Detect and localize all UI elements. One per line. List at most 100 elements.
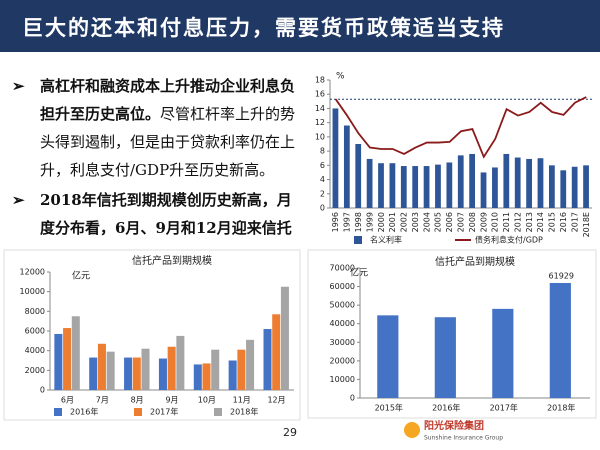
bar — [514, 157, 521, 208]
bar — [435, 164, 441, 208]
y-tick-label: 8000 — [25, 307, 45, 316]
bar — [560, 170, 567, 208]
bar — [571, 166, 578, 208]
bar — [480, 172, 487, 208]
bar — [355, 144, 362, 208]
x-tick-label: 2008 — [468, 212, 477, 232]
bar — [548, 165, 555, 208]
bullet: ➢2018年信托到期规模创历史新高，月度分布看，6月、9月和12月迎来信托到期 — [12, 186, 302, 242]
chart-title: 信托产品到期规模 — [132, 254, 212, 267]
x-tick-label: 2003 — [411, 212, 420, 232]
bar — [237, 349, 246, 390]
x-tick-label: 2017 — [570, 212, 579, 232]
bar — [106, 351, 115, 390]
x-tick-label: 10月 — [198, 396, 216, 405]
x-tick-label: 1997 — [343, 212, 352, 232]
y-tick-label: 2000 — [25, 366, 45, 375]
x-tick-label: 9月 — [165, 396, 178, 405]
y-tick-label: 12000 — [20, 268, 45, 277]
bar — [193, 364, 202, 390]
y-tick-label: 10000 — [330, 375, 355, 384]
logo-icon — [404, 422, 420, 438]
x-tick-label: 2014 — [536, 212, 545, 232]
y-tick-label: 70000 — [330, 264, 355, 273]
logo: 阳光保险集团 — [424, 419, 484, 432]
value-label: 61929 — [549, 271, 574, 280]
chart-title: 信托产品到期规模 — [435, 255, 515, 268]
bar — [263, 329, 272, 390]
bar — [343, 125, 350, 208]
legend-label: 2017年 — [150, 407, 178, 417]
x-tick-label: 2018年 — [547, 403, 575, 413]
x-tick-label: 2001 — [388, 212, 397, 232]
bar — [378, 163, 384, 208]
x-tick-label: 2015 — [548, 212, 557, 232]
bar — [176, 335, 185, 390]
y-tick-label: 14 — [315, 104, 325, 113]
x-tick-label: 2006 — [445, 212, 454, 232]
bar — [202, 363, 211, 390]
x-tick-label: 2018E — [582, 212, 591, 237]
bar — [492, 308, 514, 398]
bar — [54, 333, 63, 390]
y-tick-label: 18 — [315, 76, 325, 85]
bar — [89, 357, 98, 390]
legend-label: 2016年 — [70, 407, 98, 417]
legend-label: 名义利率 — [370, 235, 402, 245]
bar — [211, 349, 220, 390]
x-tick-label: 2009 — [479, 212, 488, 232]
x-tick-label: 2004 — [422, 212, 431, 232]
y-tick-label: 30000 — [330, 338, 355, 347]
legend-swatch — [54, 408, 62, 416]
x-tick-label: 12月 — [267, 396, 285, 405]
y-tick-label: 0 — [40, 386, 45, 395]
bar — [457, 155, 464, 208]
x-tick-label: 2016年 — [432, 403, 460, 413]
y-tick-label: 4000 — [25, 346, 45, 355]
bullet-bold: 高杠杆和融资成本上升推动企业利息负担升至历史高位。 — [40, 77, 296, 123]
legend-swatch — [354, 236, 362, 244]
x-tick-label: 6月 — [61, 396, 74, 405]
x-tick-label: 2015年 — [375, 403, 403, 413]
bar — [526, 158, 532, 208]
x-tick-label: 2012 — [513, 212, 522, 232]
bar — [132, 357, 141, 390]
legend-swatch — [214, 408, 222, 416]
y-tick-label: 2 — [320, 189, 325, 198]
y-tick-label: 8 — [320, 147, 325, 156]
x-tick-label: 2007 — [457, 212, 466, 232]
legend-swatch — [134, 408, 142, 416]
x-tick-label: 2000 — [377, 212, 386, 232]
y-axis-label: 亿元 — [72, 270, 90, 282]
y-axis-label: 亿元 — [350, 267, 368, 279]
y-axis-label: % — [336, 72, 345, 82]
bar — [71, 316, 80, 390]
y-tick-label: 0 — [320, 204, 325, 213]
bar — [141, 348, 150, 390]
x-tick-label: 8月 — [131, 396, 144, 405]
x-tick-label: 2010 — [491, 212, 500, 232]
y-tick-label: 20000 — [330, 356, 355, 365]
x-tick-label: 2011 — [502, 212, 511, 232]
bar — [280, 286, 289, 390]
bar — [228, 360, 237, 390]
bar — [332, 108, 339, 208]
slide-title: 巨大的还本和付息压力，需要货币政策适当支持 — [22, 16, 505, 40]
bar — [158, 358, 167, 390]
y-tick-label: 12 — [315, 118, 325, 127]
y-tick-label: 60000 — [330, 282, 355, 291]
bar — [446, 162, 453, 208]
bullet: ➢ 高杠杆和融资成本上升推动企业利息负担升至历史高位。尽管杠杆率上升的势头得到遏制… — [12, 77, 296, 179]
bar — [366, 158, 373, 208]
bar — [434, 317, 456, 398]
y-tick-label: 6 — [320, 161, 325, 170]
x-tick-label: 2005 — [434, 212, 443, 232]
line — [334, 96, 587, 159]
bar — [97, 343, 106, 390]
x-tick-label: 2013 — [525, 212, 534, 232]
page-number: 29 — [283, 426, 297, 439]
y-tick-label: 0 — [350, 394, 355, 403]
x-tick-label: 7月 — [96, 396, 109, 405]
